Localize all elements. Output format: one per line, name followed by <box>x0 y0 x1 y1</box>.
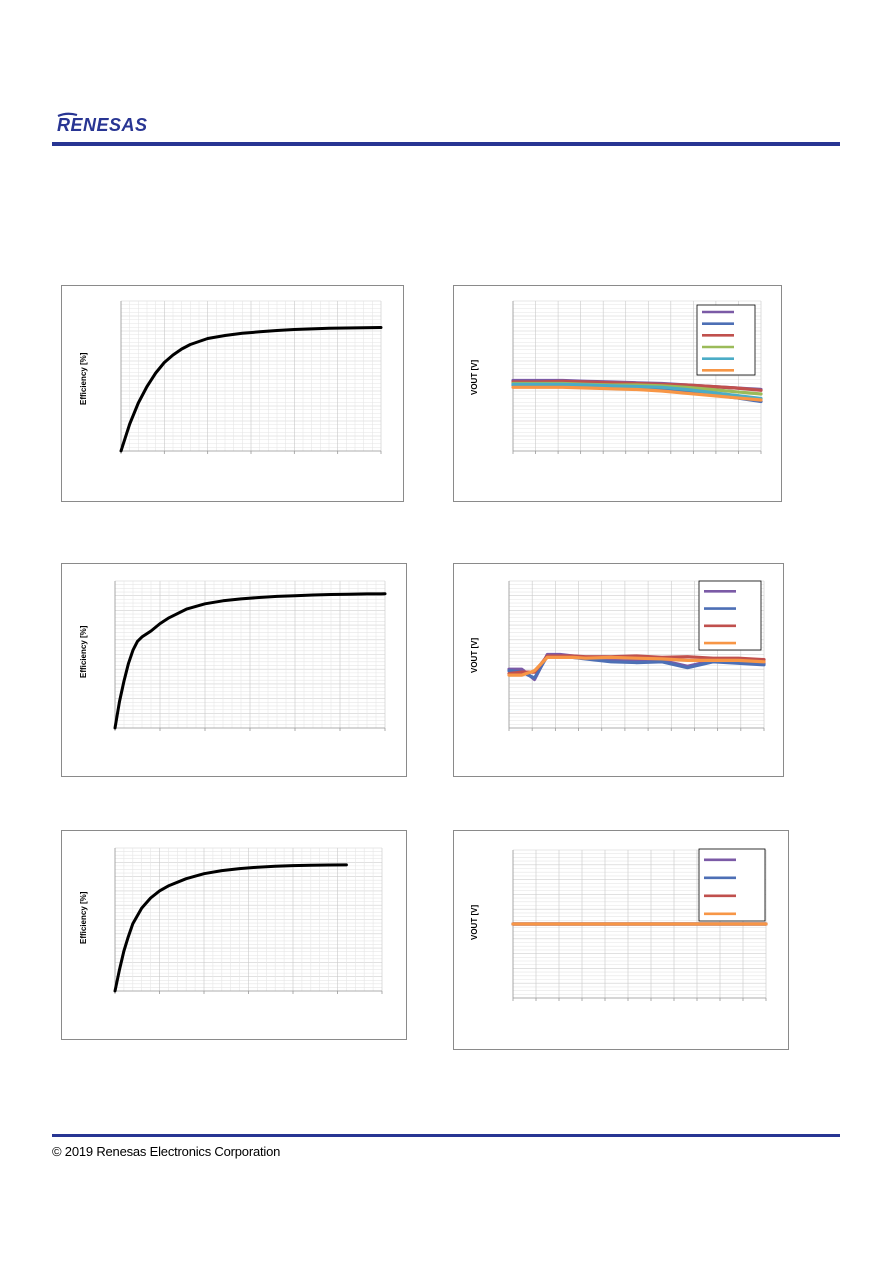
y-axis-label: Efficiency [%] <box>79 352 88 405</box>
vout-chart-3: VOUT [V] <box>453 830 789 1050</box>
series-line-5 <box>511 382 763 401</box>
header-rule <box>52 142 840 146</box>
series-line-1 <box>113 863 348 993</box>
grid <box>512 849 767 999</box>
series-line-4 <box>507 655 766 677</box>
series-line-6 <box>511 385 763 402</box>
grid <box>114 847 383 992</box>
efficiency-chart-3: Efficiency [%] <box>61 830 407 1040</box>
series-line-1 <box>119 326 383 453</box>
y-axis-label: Efficiency [%] <box>79 891 88 944</box>
legend-box <box>696 304 756 376</box>
chart-svg <box>511 300 763 454</box>
chart-svg <box>113 580 387 731</box>
grid <box>120 300 382 452</box>
chart-svg <box>507 580 766 731</box>
efficiency-chart-1: Efficiency [%] <box>61 285 404 502</box>
legend <box>698 580 762 651</box>
renesas-logo: RENESAS <box>57 112 148 134</box>
vout-chart-2: VOUT [V] <box>453 563 784 777</box>
y-axis-label: VOUT [V] <box>470 904 479 940</box>
grid <box>114 580 386 729</box>
series-line-1 <box>113 592 387 730</box>
series-line-2 <box>507 654 766 680</box>
y-axis-label: Efficiency [%] <box>79 625 88 678</box>
svg-text:RENESAS: RENESAS <box>57 115 148 134</box>
y-axis-label: VOUT [V] <box>470 359 479 395</box>
vout-chart-1: VOUT [V] <box>453 285 782 502</box>
efficiency-chart-2: Efficiency [%] <box>61 563 407 777</box>
y-axis-label: VOUT [V] <box>470 637 479 673</box>
chart-svg <box>113 847 383 994</box>
chart-svg <box>511 848 768 1001</box>
legend <box>698 848 766 922</box>
chart-svg <box>119 300 383 454</box>
copyright-text: © 2019 Renesas Electronics Corporation <box>52 1144 281 1159</box>
footer-rule <box>52 1134 840 1137</box>
legend <box>696 304 756 376</box>
